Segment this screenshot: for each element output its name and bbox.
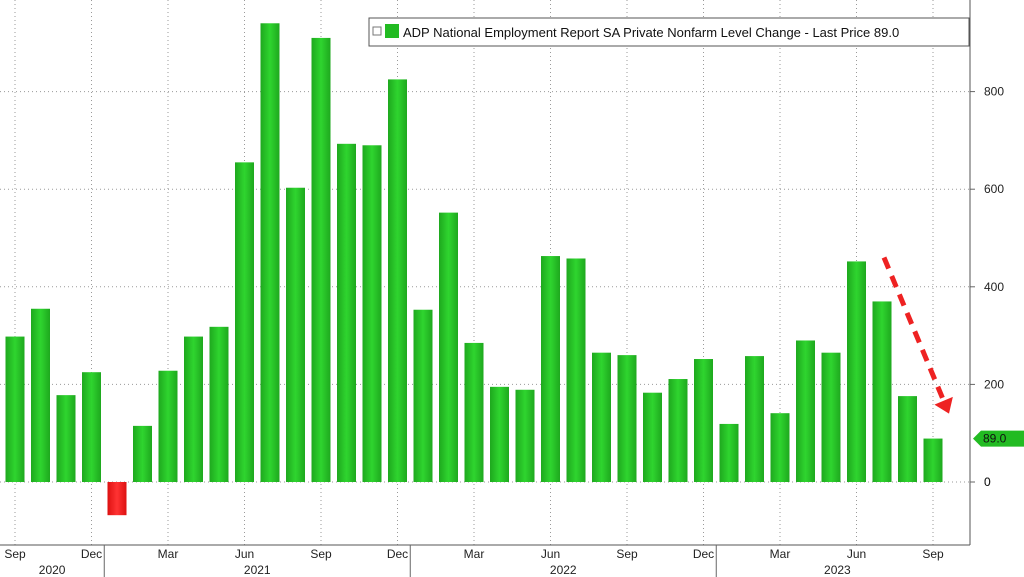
bar [31,308,50,482]
trend-arrow-line [881,256,946,402]
bar [592,352,611,482]
bar [898,396,917,482]
bar [439,212,458,482]
bar [107,482,127,516]
bar [158,370,178,482]
x-tick-label: Mar [464,547,485,561]
bars [5,23,943,516]
bar [847,261,866,482]
y-tick-label: 0 [984,475,991,489]
bar [311,37,331,483]
bar [694,359,713,482]
bar [541,256,560,482]
x-tick-label: Dec [81,547,102,561]
bar [770,413,790,482]
bar [719,423,739,482]
legend: ADP National Employment Report SA Privat… [368,17,970,47]
x-tick-label: Dec [387,547,408,561]
x-tick-label: Jun [847,547,866,561]
legend-text: ADP National Employment Report SA Privat… [403,25,899,40]
x-tick-label: Sep [616,547,638,561]
last-value-tag [973,430,1024,447]
bar [286,187,305,482]
legend-swatch [385,24,399,38]
bar [490,386,509,482]
bar [235,162,254,483]
x-tick-label: Dec [693,547,714,561]
y-tick-label: 400 [984,280,1004,294]
bar [413,309,433,482]
year-label: 2021 [244,563,271,577]
x-tick-label: Jun [235,547,254,561]
bar [260,23,280,483]
trend-arrow-head [934,396,953,414]
bar [388,79,407,483]
y-tick-label: 200 [984,377,1004,391]
x-tick-label: Mar [158,547,179,561]
y-tick-label: 600 [984,182,1004,196]
bar [56,395,76,482]
legend-toggle-icon[interactable] [372,26,382,36]
annotations [881,256,953,414]
bar [821,352,841,482]
bar [209,326,229,482]
bar [82,372,101,482]
bar [923,438,943,482]
x-tick-label: Sep [310,547,332,561]
bar [5,336,25,482]
bar [796,340,815,482]
bar [515,389,535,482]
x-tick-label: Mar [770,547,791,561]
bar [133,425,152,482]
year-label: 2023 [824,563,851,577]
bar [617,355,637,482]
year-label: 2022 [550,563,577,577]
bar [745,356,764,482]
y-tick-label: 800 [984,85,1004,99]
bar [464,342,484,482]
bar [337,143,356,483]
bar [643,392,662,482]
bar [184,336,203,482]
y-tick-label: 0 [984,475,991,489]
legend-box [368,17,970,47]
last-value-label: 89.0 [983,432,1007,446]
bar [566,258,586,482]
bar [872,301,892,482]
x-tick-label: Sep [922,547,944,561]
x-tick-label: Jun [541,547,560,561]
bar [668,379,688,482]
year-label: 2020 [39,563,66,577]
bar [362,145,382,482]
x-tick-label: Sep [4,547,26,561]
